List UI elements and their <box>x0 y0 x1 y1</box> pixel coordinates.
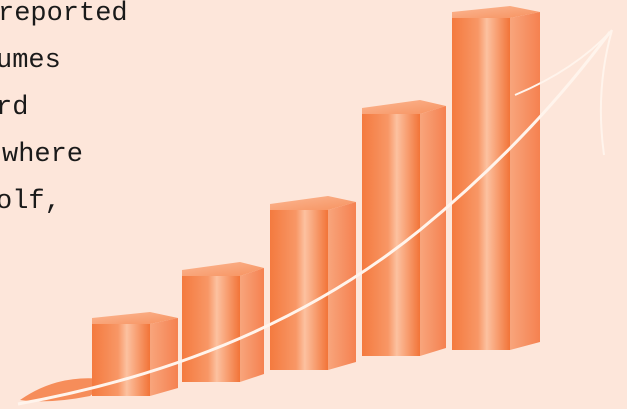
bar-side <box>510 12 540 350</box>
text-line: umes <box>0 46 61 76</box>
bar-top <box>182 262 264 276</box>
bar <box>92 312 178 396</box>
bar-top <box>362 100 446 114</box>
text-line: rd <box>0 93 28 123</box>
bar-front <box>362 114 420 356</box>
text-line: where <box>2 140 83 170</box>
bar-front <box>452 18 510 350</box>
bar-front <box>92 324 150 396</box>
bar <box>362 100 446 356</box>
text-block: reported umes rd where olf, <box>0 0 128 217</box>
splash <box>20 378 110 402</box>
trend-arrow <box>17 31 612 406</box>
bar <box>452 6 540 350</box>
bar-top <box>92 312 178 324</box>
text-line: olf, <box>0 187 61 217</box>
bar-side <box>420 106 446 356</box>
bar <box>182 262 264 382</box>
text-line: reported <box>0 0 128 29</box>
bar <box>270 196 356 370</box>
arrow-head <box>514 29 613 156</box>
bar-top <box>270 196 356 210</box>
bar-front <box>182 276 240 382</box>
bar-side <box>150 318 178 396</box>
bar-side <box>240 268 264 382</box>
bar-front <box>270 210 328 370</box>
bar-top <box>452 6 540 18</box>
